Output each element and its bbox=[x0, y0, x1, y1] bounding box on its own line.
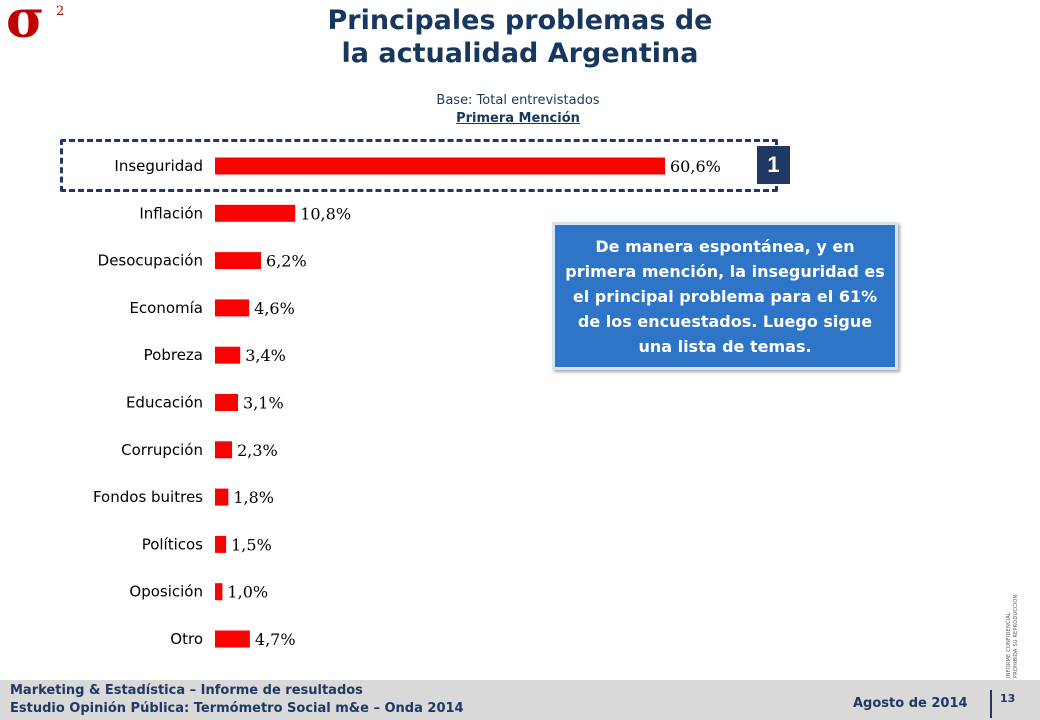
category-label: Pobreza bbox=[144, 346, 203, 364]
rank-badge: 1 bbox=[757, 146, 790, 184]
footer-line-2: Estudio Opinión Pública: Termómetro Soci… bbox=[10, 701, 464, 716]
sigma-logo: σ 2 bbox=[6, 0, 76, 50]
category-label: Educación bbox=[126, 394, 203, 412]
bar bbox=[215, 299, 250, 317]
category-label: Otro bbox=[170, 630, 203, 648]
value-label: 6,2% bbox=[266, 252, 307, 271]
bar bbox=[215, 583, 223, 601]
value-label: 2,3% bbox=[237, 441, 278, 460]
mention-label: Primera Mención bbox=[368, 111, 668, 126]
value-label: 10,8% bbox=[300, 204, 351, 223]
callout-text: De manera espontánea, y en primera menci… bbox=[565, 236, 885, 356]
value-label: 1,5% bbox=[231, 535, 272, 554]
sigma-symbol: σ bbox=[6, 0, 45, 50]
footer-line-1: Marketing & Estadística – Informe de res… bbox=[10, 683, 363, 698]
title-line-2: la actualidad Argentina bbox=[341, 38, 699, 69]
category-label: Políticos bbox=[142, 535, 203, 553]
value-label: 60,6% bbox=[670, 157, 721, 176]
value-label: 4,6% bbox=[254, 299, 295, 318]
bar bbox=[215, 394, 239, 411]
sigma-superscript: 2 bbox=[56, 4, 65, 19]
confidential-note: INFORME CONFIDENCIAL PROHIBIDA SU REPROD… bbox=[1006, 560, 1030, 680]
value-label: 3,4% bbox=[245, 346, 286, 365]
title-line-1: Principales problemas de bbox=[327, 5, 713, 36]
footer-date: Agosto de 2014 bbox=[853, 696, 968, 711]
bar bbox=[215, 630, 250, 648]
value-label: 3,1% bbox=[243, 394, 284, 413]
category-label: Desocupación bbox=[98, 252, 203, 270]
bar-chart: Inseguridad 60,6% Inflación 10,8% Desocupaci… bbox=[93, 157, 721, 649]
bar bbox=[215, 535, 227, 553]
base-label: Base: Total entrevistados bbox=[436, 93, 600, 108]
category-label: Economía bbox=[129, 299, 203, 317]
category-label: Corrupción bbox=[121, 441, 203, 459]
footer-separator bbox=[990, 690, 992, 718]
footer: Marketing & Estadística – Informe de res… bbox=[0, 680, 1040, 720]
category-label: Oposición bbox=[129, 583, 203, 601]
mention-text: Primera Mención bbox=[456, 111, 580, 126]
bar bbox=[215, 441, 233, 459]
bar bbox=[215, 346, 241, 364]
bar bbox=[215, 204, 296, 222]
page-title: Principales problemas de la actualidad A… bbox=[220, 4, 820, 70]
category-label: Inflación bbox=[139, 204, 203, 222]
page-number: 13 bbox=[1000, 692, 1016, 705]
bar bbox=[215, 488, 229, 506]
confidential-line-2: PROHIBIDA SU REPRODUCCION bbox=[1013, 594, 1019, 678]
category-label: Fondos buitres bbox=[93, 488, 203, 506]
callout-box: De manera espontánea, y en primera menci… bbox=[552, 222, 898, 370]
confidential-line-1: INFORME CONFIDENCIAL bbox=[1006, 611, 1012, 678]
value-label: 4,7% bbox=[255, 630, 296, 649]
bar bbox=[215, 252, 262, 270]
category-label: Inseguridad bbox=[114, 157, 203, 175]
value-label: 1,8% bbox=[233, 488, 274, 507]
value-label: 1,0% bbox=[227, 583, 268, 602]
bar bbox=[215, 157, 665, 175]
